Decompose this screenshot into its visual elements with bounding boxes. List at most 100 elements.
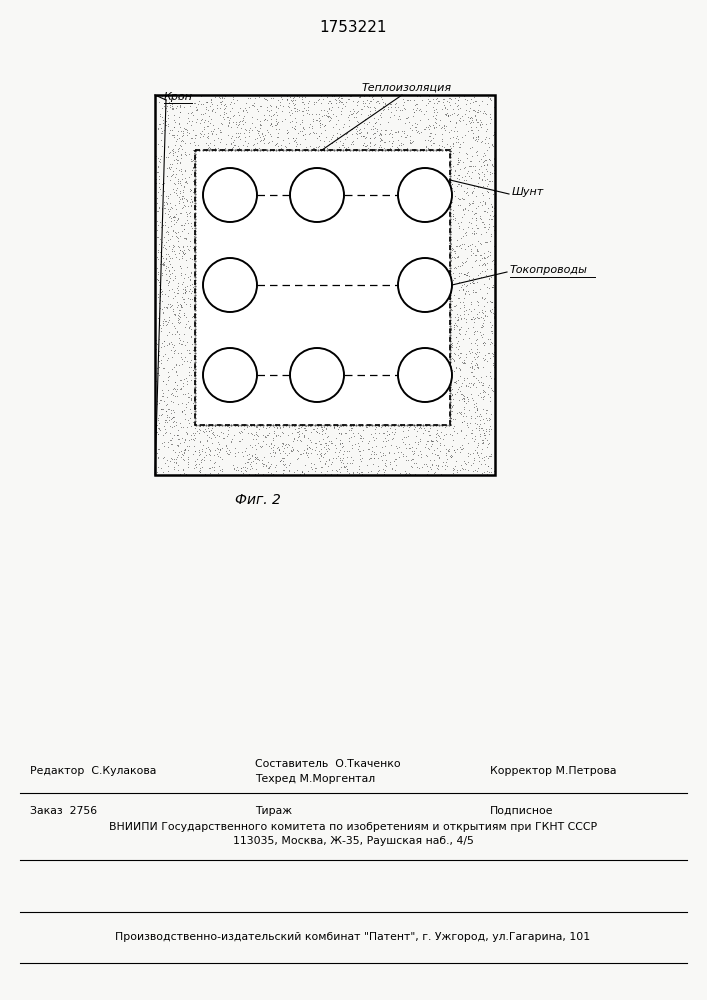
Point [218, 351, 229, 367]
Point [350, 388, 361, 404]
Point [400, 163, 411, 179]
Point [331, 134, 342, 150]
Point [167, 303, 178, 319]
Point [318, 133, 329, 149]
Point [195, 175, 206, 191]
Point [299, 422, 310, 438]
Point [390, 124, 402, 140]
Point [453, 112, 464, 128]
Point [237, 239, 248, 255]
Point [168, 127, 179, 143]
Point [387, 430, 399, 446]
Point [467, 245, 479, 261]
Point [429, 336, 440, 352]
Point [274, 453, 286, 469]
Point [228, 273, 239, 289]
Point [370, 425, 381, 441]
Point [178, 445, 189, 461]
Point [164, 144, 175, 160]
Point [320, 435, 331, 451]
Point [468, 433, 479, 449]
Point [346, 281, 358, 297]
Point [460, 159, 471, 175]
Point [223, 276, 235, 292]
Point [388, 445, 399, 461]
Point [463, 195, 474, 211]
Point [228, 325, 240, 341]
Point [257, 128, 269, 144]
Point [477, 148, 489, 164]
Point [176, 190, 187, 206]
Point [285, 114, 296, 130]
Point [182, 394, 194, 410]
Point [399, 466, 411, 482]
Point [164, 273, 175, 289]
Point [387, 361, 398, 377]
Point [260, 429, 271, 445]
Point [291, 251, 303, 267]
Point [475, 158, 486, 174]
Point [323, 408, 334, 424]
Point [481, 106, 492, 122]
Point [272, 138, 284, 154]
Point [295, 311, 306, 327]
Point [153, 116, 165, 132]
Point [172, 367, 183, 383]
Point [399, 429, 410, 445]
Point [176, 395, 187, 411]
Point [170, 160, 182, 176]
Point [385, 125, 396, 141]
Point [285, 443, 296, 459]
Point [489, 310, 500, 326]
Point [271, 121, 282, 137]
Point [385, 218, 396, 234]
Point [292, 432, 303, 448]
Point [295, 233, 306, 249]
Point [152, 203, 163, 219]
Point [220, 171, 231, 187]
Point [250, 424, 262, 440]
Point [174, 314, 185, 330]
Point [483, 200, 494, 216]
Point [465, 243, 477, 259]
Point [162, 160, 173, 176]
Point [217, 467, 228, 483]
Point [185, 345, 196, 361]
Point [303, 449, 314, 465]
Point [466, 203, 477, 219]
Point [447, 272, 458, 288]
Point [489, 369, 501, 385]
Point [180, 282, 191, 298]
Point [237, 103, 248, 119]
Point [320, 336, 332, 352]
Point [316, 348, 327, 364]
Point [397, 123, 408, 139]
Point [287, 441, 298, 457]
Point [452, 167, 463, 183]
Point [372, 123, 383, 139]
Point [390, 457, 402, 473]
Point [470, 225, 481, 241]
Point [460, 455, 471, 471]
Point [383, 426, 395, 442]
Point [165, 418, 176, 434]
Point [352, 104, 363, 120]
Point [212, 315, 223, 331]
Point [273, 317, 284, 333]
Point [451, 317, 462, 333]
Point [439, 122, 450, 138]
Point [167, 143, 178, 159]
Point [479, 219, 491, 235]
Point [476, 309, 487, 325]
Point [327, 310, 338, 326]
Point [180, 466, 192, 482]
Point [350, 262, 361, 278]
Point [297, 292, 308, 308]
Point [261, 102, 272, 118]
Point [346, 420, 357, 436]
Point [341, 463, 353, 479]
Point [289, 100, 300, 116]
Point [312, 130, 323, 146]
Point [167, 101, 178, 117]
Point [204, 389, 215, 405]
